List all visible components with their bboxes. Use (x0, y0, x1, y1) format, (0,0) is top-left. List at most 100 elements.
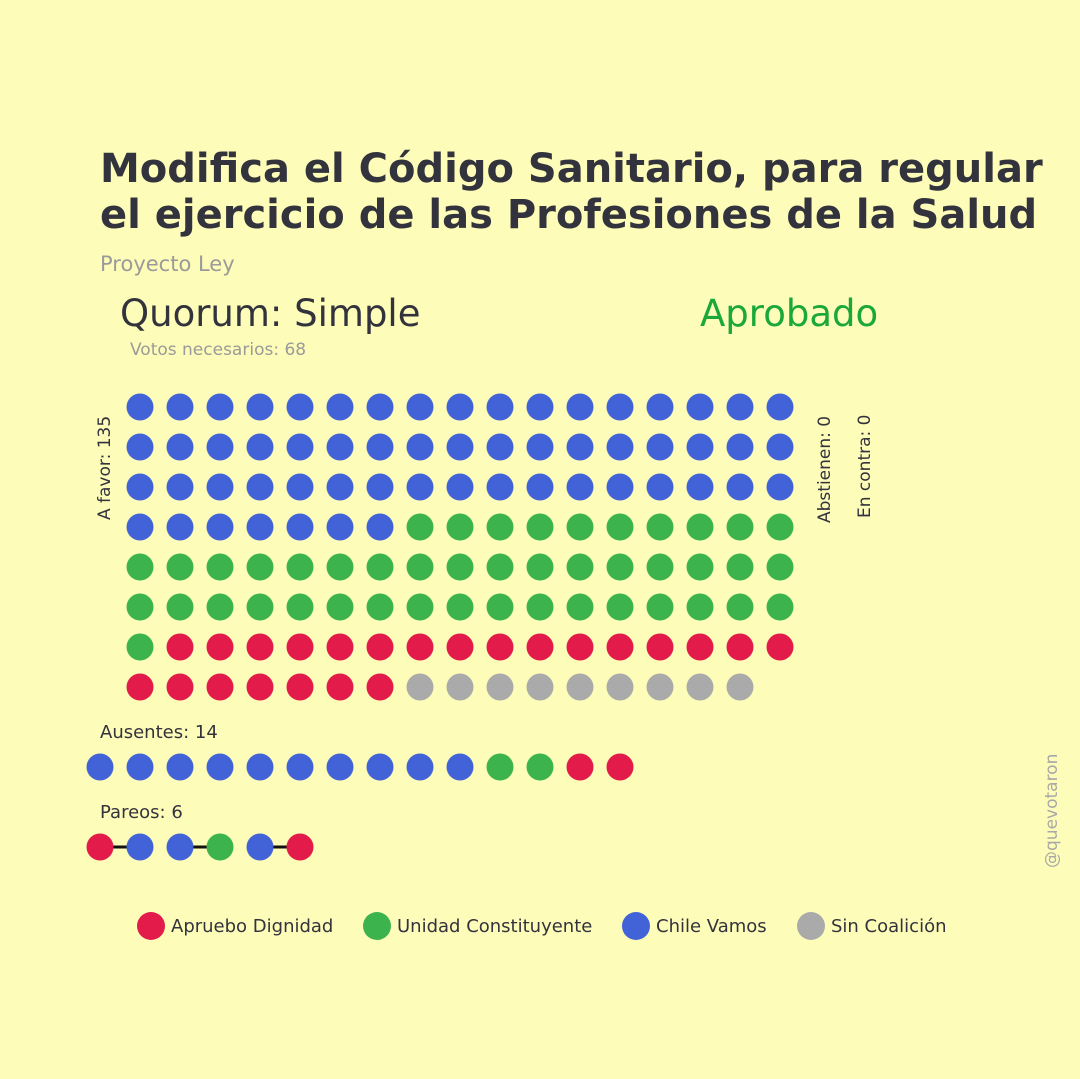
favor-dot-apruebo-dignidad (366, 633, 394, 661)
favor-dot-chile-vamos (326, 393, 354, 421)
favor-dot-apruebo-dignidad (126, 673, 154, 701)
favor-dot-sin-coalicion (646, 673, 674, 701)
absent-dot-unidad-constituyente (486, 753, 514, 781)
absent-dot-chile-vamos (206, 753, 234, 781)
legend-swatch-sin-coalicion (797, 912, 825, 940)
favor-dot-apruebo-dignidad (246, 673, 274, 701)
favor-dot-sin-coalicion (526, 673, 554, 701)
favor-dot-sin-coalicion (406, 673, 434, 701)
favor-dot-unidad-constituyente (166, 593, 194, 621)
favor-dot-chile-vamos (446, 393, 474, 421)
favor-dot-chile-vamos (486, 473, 514, 501)
favor-dot-apruebo-dignidad (286, 633, 314, 661)
legend-swatch-apruebo-dignidad (137, 912, 165, 940)
favor-dot-chile-vamos (766, 473, 794, 501)
favor-dot-apruebo-dignidad (726, 633, 754, 661)
absent-dot-chile-vamos (406, 753, 434, 781)
pairs-count-label: Pareos: 6 (100, 802, 183, 823)
favor-dot-sin-coalicion (606, 673, 634, 701)
result-label: Aprobado (700, 292, 879, 335)
favor-dot-unidad-constituyente (646, 593, 674, 621)
favor-dot-chile-vamos (166, 393, 194, 421)
favor-dot-chile-vamos (646, 433, 674, 461)
favor-dot-chile-vamos (686, 433, 714, 461)
favor-dot-unidad-constituyente (206, 593, 234, 621)
favor-dot-chile-vamos (686, 393, 714, 421)
absent-dot-chile-vamos (246, 753, 274, 781)
favor-dot-unidad-constituyente (686, 513, 714, 541)
chart-title-line-1: Modifica el Código Sanitario, para regul… (100, 146, 1043, 192)
favor-dot-apruebo-dignidad (446, 633, 474, 661)
legend-label-sin-coalicion: Sin Coalición (831, 916, 947, 937)
favor-dot-unidad-constituyente (126, 633, 154, 661)
favor-dot-apruebo-dignidad (686, 633, 714, 661)
favor-dot-unidad-constituyente (406, 513, 434, 541)
absent-dot-chile-vamos (326, 753, 354, 781)
favor-dot-unidad-constituyente (326, 553, 354, 581)
favor-dot-apruebo-dignidad (406, 633, 434, 661)
favor-dot-apruebo-dignidad (286, 673, 314, 701)
favor-dot-sin-coalicion (726, 673, 754, 701)
favor-dot-chile-vamos (206, 393, 234, 421)
favor-dot-apruebo-dignidad (646, 633, 674, 661)
favor-dot-unidad-constituyente (566, 553, 594, 581)
favor-dot-chile-vamos (246, 473, 274, 501)
favor-dot-apruebo-dignidad (206, 633, 234, 661)
favor-dot-unidad-constituyente (166, 553, 194, 581)
favor-dot-chile-vamos (286, 393, 314, 421)
pair-dot-chile-vamos (166, 833, 194, 861)
favor-dot-unidad-constituyente (366, 593, 394, 621)
favor-dot-apruebo-dignidad (326, 673, 354, 701)
favor-dot-chile-vamos (606, 473, 634, 501)
pair-dot-chile-vamos (126, 833, 154, 861)
favor-dot-unidad-constituyente (486, 513, 514, 541)
absent-dot-chile-vamos (366, 753, 394, 781)
pair-dot-apruebo-dignidad (286, 833, 314, 861)
favor-dot-apruebo-dignidad (206, 673, 234, 701)
favor-dot-unidad-constituyente (766, 593, 794, 621)
absent-dot-chile-vamos (126, 753, 154, 781)
favor-dot-chile-vamos (606, 393, 634, 421)
favor-dot-chile-vamos (646, 473, 674, 501)
favor-dot-chile-vamos (726, 473, 754, 501)
favor-dot-chile-vamos (366, 473, 394, 501)
favor-dot-unidad-constituyente (566, 513, 594, 541)
favor-dot-unidad-constituyente (566, 593, 594, 621)
favor-dot-unidad-constituyente (686, 593, 714, 621)
favor-dot-unidad-constituyente (606, 593, 634, 621)
favor-dot-unidad-constituyente (326, 593, 354, 621)
favor-dot-chile-vamos (166, 513, 194, 541)
chart-subtitle: Proyecto Ley (100, 252, 235, 276)
favor-dot-chile-vamos (406, 433, 434, 461)
favor-dot-chile-vamos (566, 473, 594, 501)
favor-dot-apruebo-dignidad (366, 673, 394, 701)
favor-dot-chile-vamos (366, 393, 394, 421)
favor-dot-chile-vamos (726, 393, 754, 421)
favor-dot-chile-vamos (246, 393, 274, 421)
favor-dot-unidad-constituyente (726, 553, 754, 581)
favor-dot-apruebo-dignidad (566, 633, 594, 661)
favor-dot-unidad-constituyente (366, 553, 394, 581)
favor-dot-chile-vamos (486, 393, 514, 421)
favor-dot-unidad-constituyente (246, 593, 274, 621)
favor-dot-chile-vamos (526, 393, 554, 421)
favor-dot-chile-vamos (126, 393, 154, 421)
watermark: @quevotaron (1042, 753, 1062, 868)
favor-dot-unidad-constituyente (246, 553, 274, 581)
favor-dot-chile-vamos (166, 433, 194, 461)
pair-dot-apruebo-dignidad (86, 833, 114, 861)
favor-dot-unidad-constituyente (486, 553, 514, 581)
favor-dot-sin-coalicion (566, 673, 594, 701)
favor-dot-chile-vamos (126, 513, 154, 541)
favor-dot-chile-vamos (766, 393, 794, 421)
pair-dot-unidad-constituyente (206, 833, 234, 861)
favor-dot-chile-vamos (726, 433, 754, 461)
favor-dot-sin-coalicion (486, 673, 514, 701)
favor-dot-sin-coalicion (446, 673, 474, 701)
chart-title: Modifica el Código Sanitario, para regul… (100, 146, 1043, 238)
pair-dot-chile-vamos (246, 833, 274, 861)
favor-dot-chile-vamos (566, 433, 594, 461)
favor-dot-unidad-constituyente (286, 553, 314, 581)
favor-dot-unidad-constituyente (726, 513, 754, 541)
legend-swatch-chile-vamos (622, 912, 650, 940)
